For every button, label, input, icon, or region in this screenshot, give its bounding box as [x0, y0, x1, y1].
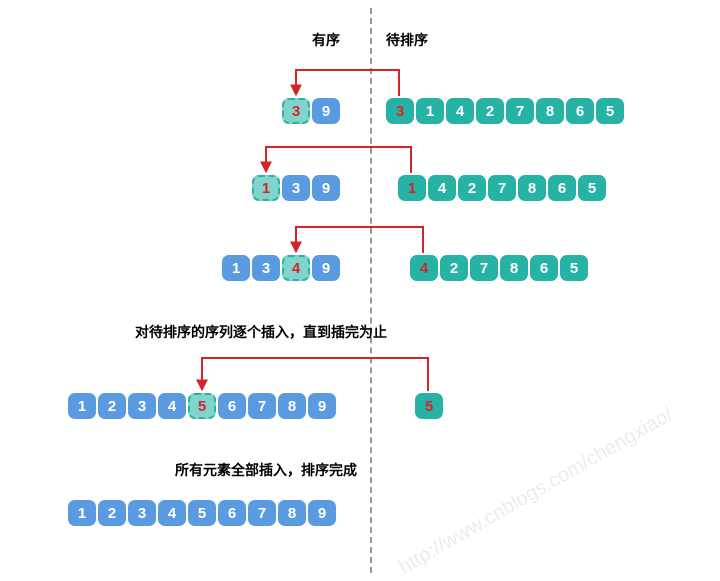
- r1-pending-cell-6: 6: [566, 98, 594, 124]
- r4-sorted-cell-2: 3: [128, 393, 156, 419]
- r1-pending-cell-7: 5: [596, 98, 624, 124]
- header-pending: 待排序: [386, 30, 428, 50]
- r5-sorted-cell-6: 7: [248, 500, 276, 526]
- r3-pending-cell-2: 7: [470, 255, 498, 281]
- center-divider: [370, 8, 372, 573]
- r5-sorted-cell-4: 5: [188, 500, 216, 526]
- arrows-layer: [0, 0, 720, 581]
- r2-pending-seq: 1427865: [398, 175, 606, 201]
- r4-sorted-cell-6: 7: [248, 393, 276, 419]
- header-sorted: 有序: [312, 30, 340, 50]
- r2-sorted-cell-0: 1: [252, 175, 280, 201]
- r2-pending-cell-5: 6: [548, 175, 576, 201]
- r1-pending-cell-3: 2: [476, 98, 504, 124]
- r2-sorted-seq: 139: [252, 175, 340, 201]
- watermark: http://www.cnblogs.com/chengxiao/: [395, 403, 677, 579]
- r3-arrow: [296, 227, 423, 253]
- r4-sorted-cell-8: 9: [308, 393, 336, 419]
- r5-sorted-cell-7: 8: [278, 500, 306, 526]
- r3-sorted-cell-0: 1: [222, 255, 250, 281]
- r4-sorted-cell-3: 4: [158, 393, 186, 419]
- r4-pending-cell-0: 5: [415, 393, 443, 419]
- r3-sorted-cell-3: 9: [312, 255, 340, 281]
- r3-pending-cell-5: 5: [560, 255, 588, 281]
- r1-sorted-cell-1: 9: [312, 98, 340, 124]
- r2-pending-cell-3: 7: [488, 175, 516, 201]
- r4-sorted-cell-0: 1: [68, 393, 96, 419]
- r2-pending-cell-0: 1: [398, 175, 426, 201]
- r2-sorted-cell-2: 9: [312, 175, 340, 201]
- r3-pending-cell-4: 6: [530, 255, 558, 281]
- r1-pending-cell-1: 1: [416, 98, 444, 124]
- r4-sorted-cell-5: 6: [218, 393, 246, 419]
- r4-arrow: [202, 358, 428, 391]
- r1-pending-cell-2: 4: [446, 98, 474, 124]
- r5-sorted-seq: 123456789: [68, 500, 336, 526]
- r3-sorted-cell-1: 3: [252, 255, 280, 281]
- r1-sorted-seq: 39: [282, 98, 340, 124]
- r4-sorted-cell-7: 8: [278, 393, 306, 419]
- r3-pending-cell-0: 4: [410, 255, 438, 281]
- r5-sorted-cell-5: 6: [218, 500, 246, 526]
- r1-pending-cell-0: 3: [386, 98, 414, 124]
- r2-pending-cell-4: 8: [518, 175, 546, 201]
- r4-sorted-cell-1: 2: [98, 393, 126, 419]
- caption-mid: 对待排序的序列逐个插入，直到插完为止: [135, 322, 387, 342]
- r2-pending-cell-1: 4: [428, 175, 456, 201]
- r3-sorted-cell-2: 4: [282, 255, 310, 281]
- r1-pending-cell-5: 8: [536, 98, 564, 124]
- r5-sorted-cell-1: 2: [98, 500, 126, 526]
- r5-sorted-cell-3: 4: [158, 500, 186, 526]
- r5-sorted-cell-0: 1: [68, 500, 96, 526]
- r2-arrow: [266, 147, 411, 173]
- r2-pending-cell-2: 2: [458, 175, 486, 201]
- r5-sorted-cell-2: 3: [128, 500, 156, 526]
- r2-pending-cell-6: 5: [578, 175, 606, 201]
- r3-pending-cell-3: 8: [500, 255, 528, 281]
- r3-pending-seq: 427865: [410, 255, 588, 281]
- r4-pending-seq: 5: [415, 393, 443, 419]
- r1-sorted-cell-0: 3: [282, 98, 310, 124]
- caption-final: 所有元素全部插入，排序完成: [175, 460, 357, 480]
- r3-sorted-seq: 1349: [222, 255, 340, 281]
- r5-sorted-cell-8: 9: [308, 500, 336, 526]
- r2-sorted-cell-1: 3: [282, 175, 310, 201]
- r1-arrow: [296, 70, 399, 96]
- r4-sorted-cell-4: 5: [188, 393, 216, 419]
- r3-pending-cell-1: 2: [440, 255, 468, 281]
- diagram-canvas: 有序 待排序 393142786513914278651349427865123…: [0, 0, 720, 581]
- r1-pending-seq: 31427865: [386, 98, 624, 124]
- r1-pending-cell-4: 7: [506, 98, 534, 124]
- r4-sorted-seq: 123456789: [68, 393, 336, 419]
